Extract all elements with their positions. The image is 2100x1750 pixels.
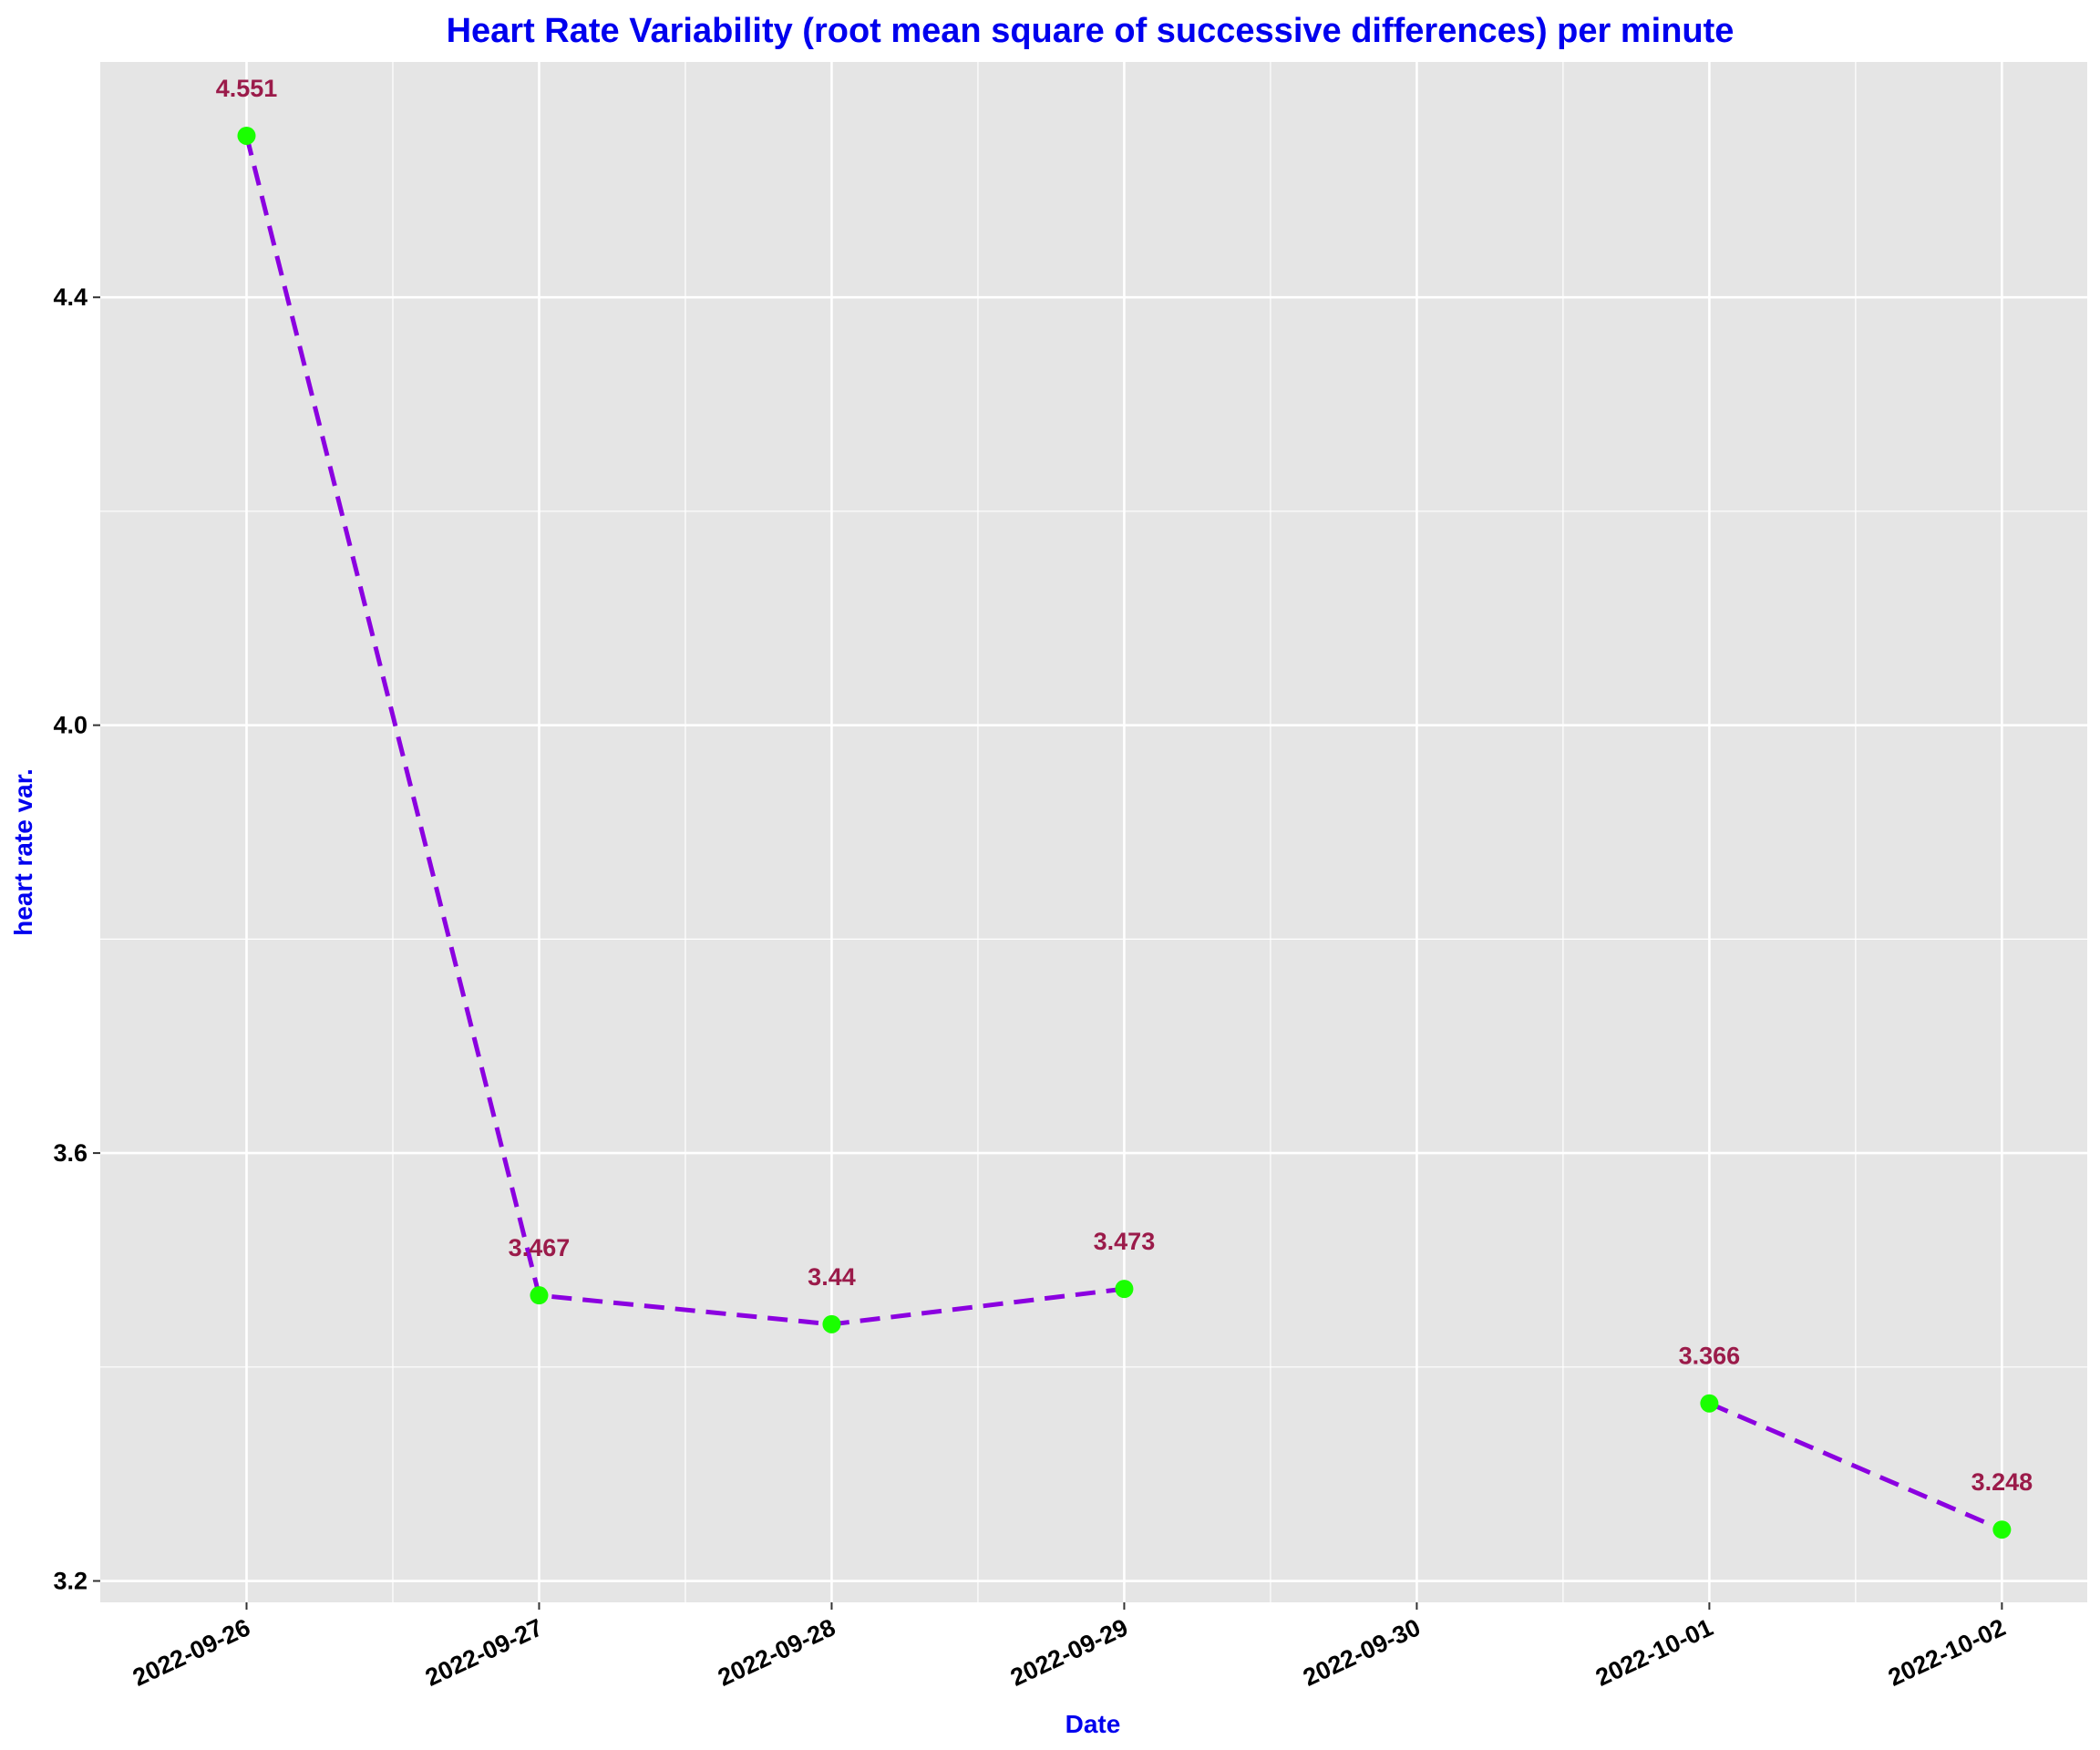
major-gridlines [100, 62, 2087, 1602]
data-point [1700, 1394, 1719, 1413]
x-axis-title: Date [1065, 1710, 1121, 1738]
x-axis: 2022-09-26 2022-09-27 2022-09-28 2022-09-29… [129, 1602, 2010, 1692]
x-tick-label: 2022-09-27 [421, 1613, 547, 1692]
data-points [237, 126, 2012, 1539]
x-tick-label: 2022-09-28 [714, 1613, 839, 1692]
y-axis-title: heart rate var. [9, 768, 37, 936]
x-tick-label: 2022-10-01 [1591, 1613, 1717, 1692]
x-tick-label: 2022-09-30 [1299, 1613, 1425, 1692]
data-labels: 4.551 3.467 3.44 3.473 3.366 3.248 [216, 75, 2033, 1496]
x-tick-label: 2022-09-29 [1006, 1613, 1132, 1692]
data-point [822, 1314, 841, 1333]
data-label: 3.473 [1094, 1228, 1156, 1255]
y-tick-label: 4.4 [53, 283, 88, 311]
y-tick-label: 4.0 [53, 712, 88, 739]
y-tick-label: 3.2 [53, 1568, 88, 1595]
data-point [1115, 1280, 1134, 1299]
data-label: 3.248 [1971, 1468, 2033, 1496]
x-tick-label: 2022-10-02 [1884, 1613, 2010, 1692]
data-label: 3.366 [1679, 1343, 1741, 1370]
y-axis: 3.2 3.6 4.0 4.4 [53, 283, 100, 1595]
series-line [244, 135, 1125, 1327]
minor-gridlines [100, 62, 2087, 1602]
plot-panel [100, 62, 2087, 1602]
x-tick-label: 2022-09-26 [129, 1613, 254, 1692]
data-label: 3.467 [509, 1234, 571, 1261]
series-lines [244, 135, 2003, 1532]
y-tick-label: 3.6 [53, 1139, 88, 1167]
data-label: 3.44 [808, 1263, 856, 1291]
data-point [237, 126, 256, 145]
data-point [1992, 1520, 2012, 1539]
data-point [530, 1286, 549, 1305]
series-line [1708, 1401, 2003, 1532]
chart-title: Heart Rate Variability (root mean square… [447, 12, 1735, 50]
data-label: 4.551 [216, 75, 278, 102]
